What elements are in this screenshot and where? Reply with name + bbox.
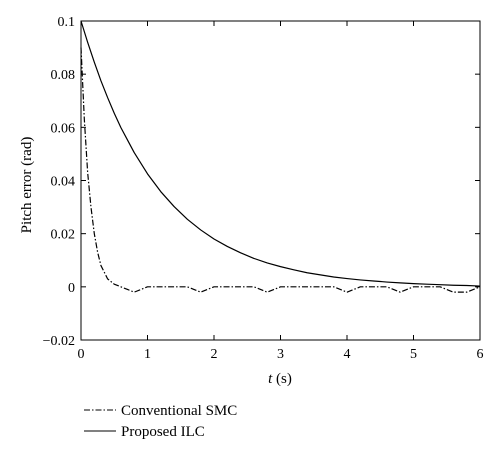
series-line-proposed-ilc	[80, 20, 481, 287]
x-tick-label: 1	[144, 347, 151, 362]
x-axis-label: t (s)	[268, 371, 292, 387]
y-tick-label: 0.04	[51, 175, 76, 190]
y-tick-label: 0.08	[51, 68, 76, 83]
y-axis-label: Pitch error (rad)	[19, 137, 35, 234]
axes-layer	[80, 20, 481, 341]
y-tick-label: 0.02	[51, 228, 76, 243]
legend: Conventional SMC Proposed ILC	[84, 403, 237, 440]
plot-frame	[80, 20, 481, 341]
x-tick-label: 5	[410, 347, 417, 362]
y-tick-label: 0	[68, 281, 75, 296]
series-layer	[80, 20, 481, 293]
x-axis-label-unit: (s)	[272, 371, 292, 387]
x-tick-label: 4	[344, 347, 351, 362]
y-tick-label: −0.02	[43, 334, 75, 349]
x-axis-label-variable: t	[268, 371, 273, 387]
legend-label-conventional-smc: Conventional SMC	[121, 403, 237, 419]
legend-label-proposed-ilc: Proposed ILC	[121, 424, 205, 440]
y-tick-label: 0.1	[58, 15, 76, 30]
x-tick-label: 0	[78, 347, 85, 362]
x-tick-label: 2	[211, 347, 218, 362]
series-line-conventional-smc	[80, 47, 481, 293]
x-tick-label: 3	[277, 347, 284, 362]
x-tick-label: 6	[477, 347, 484, 362]
y-tick-label: 0.06	[51, 121, 76, 136]
